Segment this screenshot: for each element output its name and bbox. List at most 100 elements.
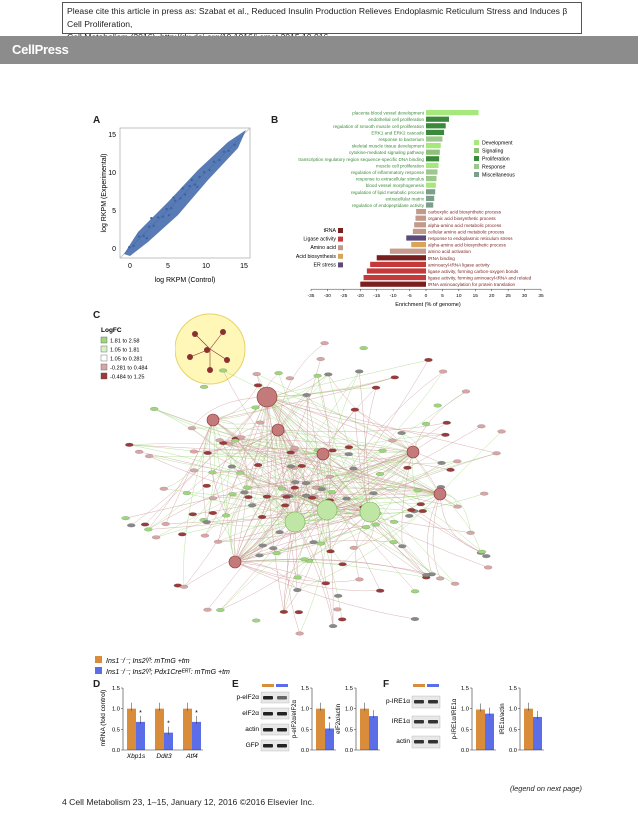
network-node: [272, 551, 281, 556]
cluster-edge: [194, 333, 211, 350]
network-edge: [234, 561, 298, 591]
network-node: [144, 527, 153, 532]
enrichment-category-label: cellular amino acid metabolic process: [428, 229, 505, 234]
blot-band: [414, 700, 424, 704]
legend-label: Proliferation: [482, 157, 510, 163]
network-edge: [212, 385, 259, 421]
network-node: [199, 384, 209, 389]
hub-node: [228, 555, 242, 569]
legend-label: tRNA: [324, 228, 337, 234]
network-node: [121, 516, 130, 521]
citation-notice: Please cite this article in press as: Sz…: [62, 2, 582, 42]
network-node: [262, 494, 271, 499]
network-node: [256, 420, 265, 425]
network-node: [492, 451, 501, 456]
logfc-label: 1.05 to 1.81: [110, 348, 140, 354]
network-edge: [401, 432, 441, 495]
network-edge: [234, 560, 427, 578]
point-cloud: [124, 130, 246, 256]
significance-star: *: [139, 710, 142, 717]
scatter-point: [172, 196, 175, 199]
network-node: [466, 530, 475, 535]
network-edge: [234, 371, 360, 563]
network-node: [281, 503, 290, 508]
network-node: [317, 487, 326, 492]
network-node: [161, 522, 170, 526]
scatter-point: [170, 207, 173, 210]
x-tick-label: -15: [373, 293, 380, 299]
blot-box: [260, 739, 290, 752]
y-tick-label: 1.0: [345, 707, 353, 713]
scatter-point: [173, 199, 177, 202]
network-node: [446, 467, 455, 472]
network-node: [324, 372, 333, 377]
hub-node: [433, 487, 447, 501]
network-node: [325, 474, 335, 479]
scatter-point: [152, 224, 155, 228]
y-tick-label: 0.5: [301, 727, 309, 733]
network-node: [302, 493, 311, 498]
network-node: [291, 480, 300, 485]
network-node: [355, 577, 364, 582]
enrichment-category-label: placenta blood vessel development: [352, 111, 424, 116]
enrichment-bar: [426, 110, 479, 116]
network-edge: [277, 429, 298, 591]
scatter-point: [190, 178, 194, 182]
scatter-point: [161, 215, 165, 218]
blot-box: [411, 715, 441, 729]
blot-band: [414, 740, 424, 744]
bar-control: [476, 709, 485, 750]
network-edge: [326, 371, 444, 511]
significance-star: *: [167, 721, 170, 728]
y-tick-10: 10: [108, 170, 116, 177]
enrichment-bar: [426, 162, 439, 168]
network-node: [422, 573, 431, 577]
genotype-legend: Ins1⁻/⁻; Ins2ᶠ/ᶠ: mTmG +tm Ins1⁻/⁻; Ins2…: [95, 656, 230, 676]
network-node: [293, 575, 302, 580]
network-edge: [427, 493, 441, 575]
network-edge: [154, 408, 324, 455]
network-node: [274, 371, 283, 376]
blot-band: [277, 696, 287, 700]
network-node: [477, 424, 486, 429]
enrichment-category-label: ligase activity, forming aminoacyl-tRNA …: [428, 276, 532, 281]
hub-node: [284, 511, 306, 533]
logfc-label: 1.81 to 2.58: [110, 339, 140, 345]
hub-node: [406, 445, 420, 459]
scatter-point: [193, 183, 197, 186]
network-node: [344, 445, 354, 450]
network-node: [390, 375, 399, 380]
network-node: [326, 549, 335, 554]
network-node: [152, 535, 161, 540]
lane-control-marker: [262, 684, 274, 687]
scatter-point: [202, 171, 206, 174]
enrichment-bar: [426, 123, 446, 129]
bar-experimental: [533, 716, 542, 750]
scatter-point: [218, 158, 221, 162]
blot-box: [411, 695, 441, 709]
enrichment-bar: [426, 149, 440, 155]
x-tick-10: 10: [202, 263, 210, 270]
network-edge: [306, 394, 441, 495]
network-edge: [194, 470, 328, 511]
network-node: [182, 491, 191, 496]
network-edge: [234, 496, 268, 563]
enrichment-category-label: endothelial cell proliferation: [368, 117, 424, 122]
x-tick-label: 20: [489, 293, 495, 299]
hub-node: [316, 499, 338, 521]
scatter-point: [145, 236, 148, 240]
blot-label: GFP: [246, 742, 259, 749]
network-node: [294, 610, 303, 615]
cluster-node: [220, 329, 226, 335]
network-node: [248, 503, 257, 508]
bar-control: [127, 708, 136, 750]
panel-label-b: B: [271, 115, 279, 126]
network-node: [308, 495, 317, 500]
network-node: [371, 522, 380, 527]
blot-band: [428, 700, 438, 704]
network-edge: [439, 431, 502, 495]
network-node: [251, 405, 260, 410]
cluster-edge: [209, 348, 228, 361]
y-tick-label: 1.0: [509, 707, 517, 713]
y-tick-label: 0.5: [112, 727, 120, 733]
